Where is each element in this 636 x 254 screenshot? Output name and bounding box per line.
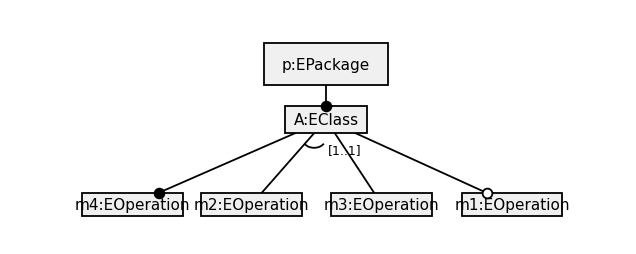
Text: m2:EOperation: m2:EOperation (194, 197, 309, 212)
FancyBboxPatch shape (331, 193, 432, 216)
FancyBboxPatch shape (82, 193, 183, 216)
FancyBboxPatch shape (462, 193, 562, 216)
Text: A:EClass: A:EClass (293, 113, 359, 128)
Text: [1..1]: [1..1] (328, 144, 362, 156)
Text: m3:EOperation: m3:EOperation (324, 197, 439, 212)
FancyBboxPatch shape (286, 107, 366, 134)
Text: p:EPackage: p:EPackage (282, 57, 370, 72)
FancyBboxPatch shape (264, 44, 388, 86)
Text: m1:EOperation: m1:EOperation (454, 197, 570, 212)
FancyBboxPatch shape (201, 193, 302, 216)
Text: m4:EOperation: m4:EOperation (74, 197, 190, 212)
